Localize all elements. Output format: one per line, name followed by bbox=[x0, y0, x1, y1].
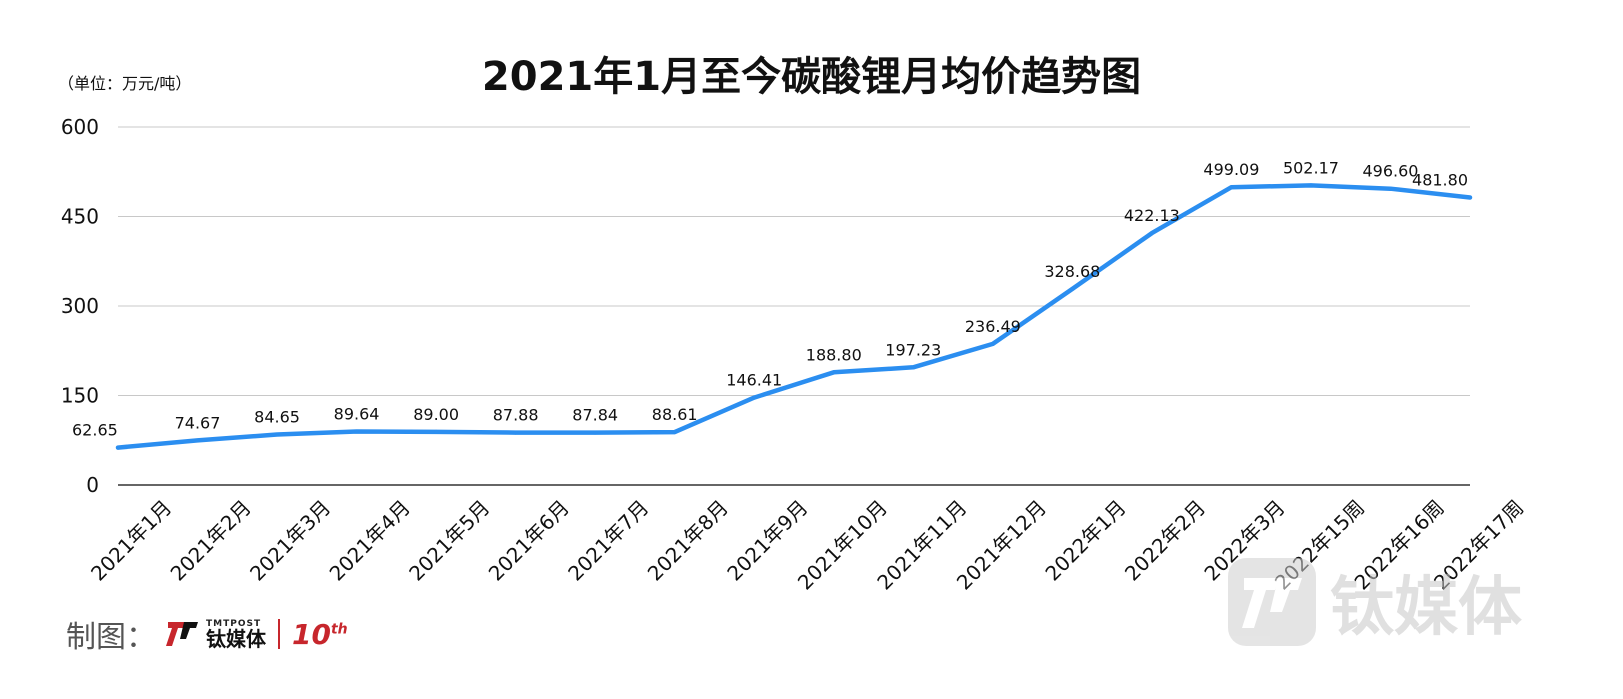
data-label: 188.80 bbox=[806, 345, 862, 364]
chart-title: 2021年1月至今碳酸锂月均价趋势图 bbox=[481, 54, 1142, 100]
y-tick-label: 0 bbox=[86, 473, 99, 497]
logo-divider bbox=[278, 619, 280, 649]
data-point bbox=[672, 430, 677, 435]
y-tick-label: 300 bbox=[61, 294, 99, 318]
data-label: 328.68 bbox=[1044, 262, 1100, 281]
data-label: 62.65 bbox=[72, 421, 118, 440]
credit: 制图： TMTPOST 钛媒体 10th bbox=[66, 612, 348, 656]
data-point bbox=[1229, 185, 1234, 190]
data-point bbox=[831, 370, 836, 375]
data-point bbox=[990, 341, 995, 346]
data-label: 499.09 bbox=[1203, 160, 1259, 179]
data-point bbox=[1468, 195, 1472, 200]
x-tick-label: 2021年1月 bbox=[86, 495, 176, 585]
data-point bbox=[116, 445, 120, 450]
x-tick-label: 2021年2月 bbox=[166, 495, 256, 585]
data-label: 502.17 bbox=[1283, 158, 1339, 177]
series-line bbox=[115, 183, 1473, 450]
anniversary-suffix: th bbox=[330, 621, 348, 638]
data-label: 146.41 bbox=[726, 371, 782, 390]
data-point bbox=[513, 430, 518, 435]
data-point bbox=[593, 430, 598, 435]
x-tick-label: 2021年5月 bbox=[404, 495, 494, 585]
data-point bbox=[1308, 183, 1313, 188]
watermark-text: 钛媒体 bbox=[1330, 571, 1522, 645]
x-tick-label: 2022年1月 bbox=[1040, 495, 1130, 585]
data-point bbox=[275, 432, 280, 437]
logo-small-text: TMTPOST bbox=[206, 618, 262, 629]
x-tick-label: 2021年7月 bbox=[563, 495, 653, 585]
data-label: 88.61 bbox=[652, 405, 698, 424]
y-tick-label: 450 bbox=[61, 205, 99, 229]
data-label: 84.65 bbox=[254, 407, 300, 426]
data-point bbox=[434, 429, 439, 434]
data-point bbox=[1388, 186, 1393, 191]
x-tick-label: 2021年6月 bbox=[484, 495, 574, 585]
data-label: 89.00 bbox=[413, 405, 459, 424]
tmtpost-logo: TMTPOST 钛媒体 10th bbox=[166, 618, 348, 651]
data-label: 197.23 bbox=[885, 340, 941, 359]
grid-lines bbox=[118, 126, 1470, 486]
watermark: 钛媒体 bbox=[1228, 556, 1522, 648]
data-label: 236.49 bbox=[965, 317, 1021, 336]
x-tick-label: 2021年8月 bbox=[643, 495, 733, 585]
data-label: 496.60 bbox=[1362, 162, 1418, 181]
y-tick-label: 150 bbox=[61, 384, 99, 408]
x-tick-label: 2021年4月 bbox=[325, 495, 415, 585]
data-point bbox=[1070, 286, 1075, 291]
data-label: 87.84 bbox=[572, 406, 618, 425]
y-tick-label: 600 bbox=[61, 115, 99, 139]
credit-label: 制图： bbox=[66, 620, 156, 655]
data-label: 481.80 bbox=[1412, 171, 1468, 190]
series-line-path bbox=[115, 183, 1473, 450]
data-label: 89.64 bbox=[334, 405, 380, 424]
data-labels: 62.65 74.67 84.65 89.64 89.00 87.88 87.84 88.61… bbox=[72, 158, 1468, 439]
watermark-logo-icon bbox=[1228, 558, 1316, 646]
y-axis-ticks: 0 150 300 450 600 bbox=[61, 115, 99, 497]
anniversary-number: 10 bbox=[292, 617, 331, 651]
x-tick-label: 2022年2月 bbox=[1120, 495, 1210, 585]
data-point bbox=[911, 365, 916, 370]
data-point bbox=[752, 395, 757, 400]
x-tick-label: 2021年3月 bbox=[245, 495, 335, 585]
data-point bbox=[195, 438, 200, 443]
data-label: 87.88 bbox=[493, 406, 539, 425]
data-point bbox=[354, 429, 359, 434]
data-label: 74.67 bbox=[175, 413, 221, 432]
unit-label: （单位：万元/吨） bbox=[58, 74, 192, 93]
tmtpost-logo-icon bbox=[166, 619, 200, 649]
data-point bbox=[1149, 231, 1154, 236]
logo-name: 钛媒体 bbox=[206, 626, 266, 651]
anniversary-badge: 10th bbox=[292, 618, 348, 651]
data-label: 422.13 bbox=[1124, 206, 1180, 225]
